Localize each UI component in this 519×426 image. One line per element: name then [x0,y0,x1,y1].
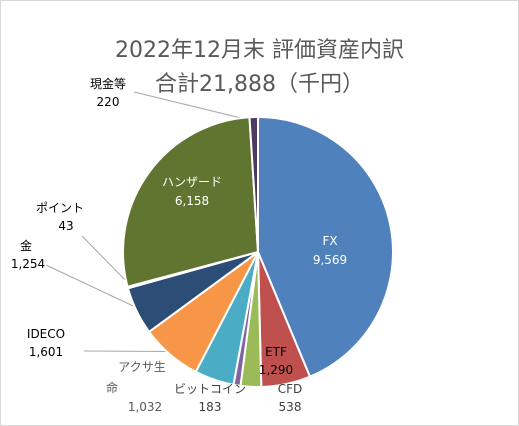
slice-2-value-label: 1,290 [259,363,293,377]
slice-6-value-label: 1,601 [29,345,63,359]
slice-10-leader-line [133,91,255,122]
slice-6-name-label: IDECO [27,327,65,341]
slice-8-value-label: 43 [58,219,73,233]
slice-4-value-label: 183 [199,400,222,414]
slice-10-wedge [248,115,259,253]
slice-5-value-label: 1,032 [128,400,162,414]
slice-1-value-label: 9,569 [313,253,347,267]
chart-title: 2022年12月末 評価資産内訳 [115,38,404,63]
slice-7-value-label: 1,254 [11,257,45,271]
slice-3-value-label: 538 [279,400,302,414]
slice-7-leader-line [45,264,141,310]
slice-6-leader-line [83,350,173,352]
slice-2-name-label: ETF [265,345,287,359]
slice-9-name-label: ハンザード [162,175,222,189]
slice-4-name-label: ビットコイン [174,382,246,396]
slice-5-name-label: アクサ生命 [106,360,166,395]
slice-7-name-label: 金 [20,238,32,253]
slice-10-value-label: 220 [97,95,120,109]
slice-8-name-label: ポイント [36,201,84,215]
slice-3-name-label: CFD [278,382,303,396]
slice-1-wedge [257,115,394,378]
slice-9-value-label: 6,158 [175,194,209,208]
slice-1-name-label: FX [322,234,337,248]
slice-8-leader-line [81,235,132,287]
chart-subtitle: 合計21,888（千円） [155,72,364,97]
slice-9-wedge [122,116,260,288]
slice-10-name-label: 現金等 [90,76,126,91]
